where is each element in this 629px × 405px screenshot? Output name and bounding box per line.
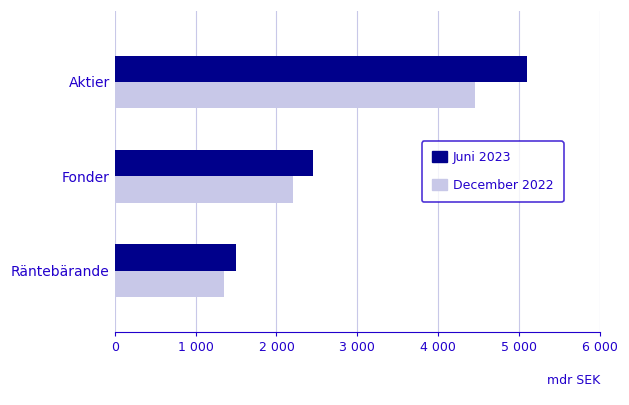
- Bar: [114, 150, 313, 177]
- Bar: [114, 177, 292, 203]
- Legend: Juni 2023, December 2022: Juni 2023, December 2022: [422, 141, 564, 202]
- Bar: [114, 82, 475, 109]
- Bar: [114, 55, 527, 82]
- Text: mdr SEK: mdr SEK: [547, 374, 600, 387]
- Bar: [114, 271, 224, 297]
- Bar: [114, 244, 236, 271]
